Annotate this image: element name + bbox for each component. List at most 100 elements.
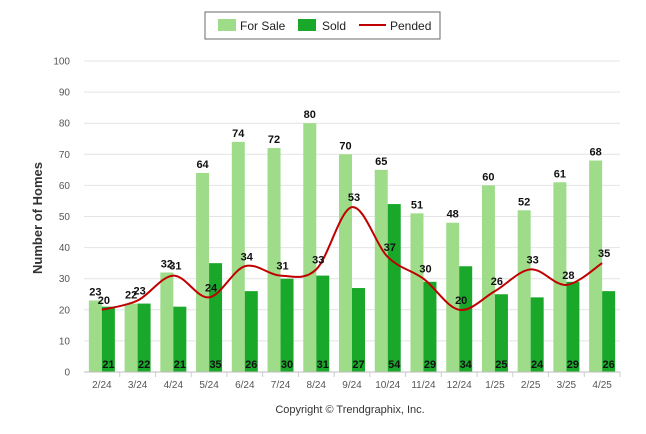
bar-for-sale-4-25 (589, 160, 603, 372)
label-sold-4-25: 26 (603, 359, 615, 371)
x-tick-label-9-24: 9/24 (342, 380, 362, 391)
y-tick-label-30: 30 (59, 274, 71, 285)
label-pended-6-24: 34 (241, 251, 254, 263)
label-sold-3-24: 22 (138, 359, 150, 371)
label-pended-7-24: 31 (276, 261, 288, 273)
bar-sold-12-24 (459, 266, 473, 372)
label-pended-3-24: 23 (133, 285, 145, 297)
x-tick-label-12-24: 12/24 (447, 380, 472, 391)
y-tick-label-10: 10 (59, 336, 71, 347)
bar-sold-1-25 (494, 294, 508, 372)
x-tick-label-7-24: 7/24 (271, 380, 291, 391)
label-for-sale-7-24: 72 (268, 134, 280, 146)
legend: For Sale Sold Pended (204, 11, 441, 40)
bar-for-sale-8-24 (303, 123, 317, 372)
label-for-sale-6-24: 74 (232, 128, 245, 140)
y-tick-label-20: 20 (59, 305, 71, 316)
label-sold-7-24: 30 (281, 359, 293, 371)
label-pended-1-25: 26 (491, 276, 503, 288)
bar-for-sale-12-24 (446, 222, 460, 372)
x-tick-label-2-24: 2/24 (92, 380, 112, 391)
label-for-sale-2-24: 23 (89, 286, 101, 298)
x-tick-label-6-24: 6/24 (235, 380, 255, 391)
bar-for-sale-1-25 (481, 185, 495, 372)
label-for-sale-2-25: 52 (518, 196, 530, 208)
label-for-sale-4-24: 32 (161, 258, 173, 270)
y-tick-label-0: 0 (64, 368, 70, 379)
legend-label-pended: Pended (390, 19, 431, 33)
bar-sold-4-24 (173, 306, 187, 372)
label-for-sale-5-24: 64 (196, 159, 209, 171)
bar-sold-6-24 (244, 291, 258, 372)
label-sold-2-25: 24 (531, 359, 544, 371)
bars (88, 123, 616, 372)
bar-for-sale-5-24 (196, 172, 210, 372)
bar-sold-8-24 (316, 275, 330, 372)
label-for-sale-11-24: 51 (411, 199, 423, 211)
legend-swatch-sold (298, 19, 316, 31)
bar-sold-2-25 (530, 297, 544, 372)
bar-sold-11-24 (423, 281, 437, 372)
label-pended-11-24: 30 (419, 264, 431, 276)
bar-sold-4-25 (602, 291, 616, 372)
bar-for-sale-2-25 (517, 210, 531, 372)
label-pended-9-24: 53 (348, 192, 360, 204)
legend-box (204, 11, 441, 40)
x-tick-label-2-25: 2/25 (521, 380, 541, 391)
bar-sold-5-24 (209, 263, 223, 372)
x-tick-label-3-25: 3/25 (557, 380, 577, 391)
label-pended-2-25: 33 (527, 254, 539, 266)
bar-for-sale-4-24 (160, 272, 174, 372)
legend-label-sold: Sold (322, 19, 346, 33)
label-sold-12-24: 34 (460, 359, 473, 371)
label-for-sale-12-24: 48 (447, 209, 459, 221)
bar-sold-3-25 (566, 281, 580, 372)
y-tick-label-40: 40 (59, 243, 71, 254)
pended-line-layer (101, 206, 603, 311)
bar-sold-2-24 (101, 306, 115, 372)
label-for-sale-1-25: 60 (482, 171, 494, 183)
bar-sold-10-24 (387, 204, 401, 372)
label-for-sale-3-25: 61 (554, 168, 566, 180)
label-sold-1-25: 25 (495, 359, 507, 371)
y-tick-label-80: 80 (59, 119, 71, 130)
x-tick-label-11-24: 11/24 (411, 380, 436, 391)
y-axis-label: Number of Homes (30, 162, 45, 274)
bar-sold-3-24 (137, 303, 151, 372)
label-pended-12-24: 20 (455, 295, 467, 307)
label-pended-4-24: 31 (169, 261, 181, 273)
label-pended-8-24: 33 (312, 254, 324, 266)
label-sold-5-24: 35 (209, 359, 221, 371)
bar-for-sale-9-24 (339, 154, 352, 372)
x-tick-label-8-24: 8/24 (307, 380, 327, 391)
x-tick-label-4-24: 4/24 (164, 380, 184, 391)
bar-for-sale-7-24 (267, 148, 281, 372)
label-for-sale-4-25: 68 (590, 147, 602, 159)
bar-for-sale-6-24 (231, 141, 245, 372)
bar-sold-7-24 (280, 278, 294, 372)
label-sold-6-24: 26 (245, 359, 257, 371)
label-pended-5-24: 24 (205, 282, 218, 294)
y-tick-label-60: 60 (59, 181, 71, 192)
legend-swatch-for-sale (218, 19, 236, 31)
label-for-sale-10-24: 65 (375, 156, 387, 168)
axes: 0 10 20 30 40 50 60 70 80 90 100 2/24 3/24 4/24 5/24 6/… (53, 57, 621, 391)
x-tick-label-4-25: 4/25 (592, 380, 612, 391)
bar-for-sale-3-24 (124, 303, 138, 372)
label-sold-8-24: 31 (317, 359, 329, 371)
label-sold-10-24: 54 (388, 359, 401, 371)
label-sold-4-24: 21 (174, 359, 186, 371)
label-pended-3-25: 28 (562, 270, 574, 282)
x-tick-label-10-24: 10/24 (375, 380, 400, 391)
label-pended-4-25: 35 (598, 248, 610, 260)
bar-for-sale-10-24 (374, 169, 388, 372)
label-for-sale-9-24: 70 (339, 140, 351, 152)
label-pended-10-24: 37 (384, 242, 396, 254)
legend-label-for-sale: For Sale (240, 19, 286, 33)
y-tick-label-90: 90 (59, 88, 71, 99)
x-tick-label-3-24: 3/24 (128, 380, 148, 391)
label-pended-2-24: 20 (98, 295, 110, 307)
label-for-sale-8-24: 80 (304, 109, 316, 121)
